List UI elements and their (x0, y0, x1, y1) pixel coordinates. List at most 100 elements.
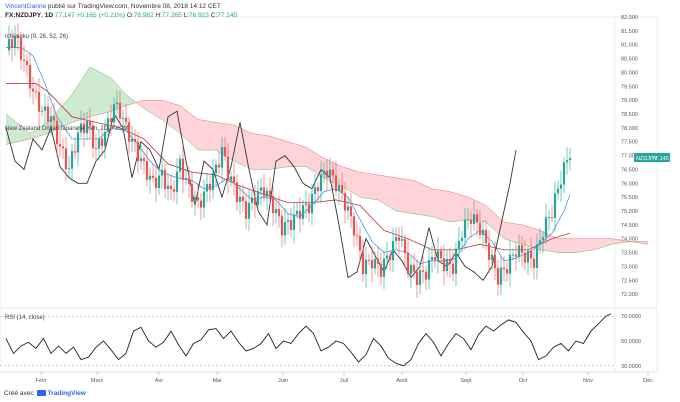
cloud-segment (423, 184, 427, 216)
symbol-line: FX:NZDJPY, 1D 77.147 +0.165 (+0.21%) O:7… (5, 12, 238, 19)
cloud-segment (78, 80, 82, 121)
price-tick-label: 72.500 (621, 278, 638, 284)
cloud-segment (237, 126, 241, 164)
candle-body (517, 245, 521, 257)
cloud-segment (603, 238, 607, 248)
candle-body (358, 235, 362, 251)
cloud-segment (102, 73, 106, 114)
cloud-segment (90, 66, 94, 117)
cloud-segment (153, 100, 157, 116)
time-tick-label: Déc (643, 378, 653, 384)
candle-body (343, 193, 347, 211)
indicator-title: Ichimoku (9, 26, 52, 26) (5, 34, 68, 40)
cloud-segment (162, 100, 166, 122)
candle-body (556, 188, 560, 194)
candle-body (97, 138, 101, 149)
cloud-segment (552, 235, 556, 253)
candle-body (100, 138, 104, 147)
cloud-segment (396, 177, 400, 212)
candle-body (391, 240, 395, 261)
cloud-segment (465, 196, 469, 220)
cloud-segment (519, 224, 523, 245)
candle-body (46, 106, 50, 122)
candle-body (475, 214, 479, 223)
candle-body (7, 38, 11, 51)
cloud-segment (267, 135, 271, 170)
cloud-segment (510, 223, 514, 242)
cloud-segment (528, 226, 532, 248)
candle-body (430, 257, 434, 260)
cloud-segment (447, 191, 451, 223)
cloud-segment (228, 124, 232, 160)
time-axis: Févr Mars Avr Mai Juin Juil Août Sept Oct Nov Déc (36, 372, 653, 384)
low-value: 76.923 (189, 12, 209, 19)
candle-body (397, 237, 401, 241)
symbol: FX:NZDJPY (5, 12, 42, 19)
high-value: 77.265 (161, 12, 182, 19)
cloud-segment (297, 144, 301, 167)
rsi-tick-label: 30.0000 (621, 364, 641, 370)
cloud-segment (93, 68, 97, 116)
candle-body (199, 200, 203, 208)
cloud-segment (498, 216, 502, 236)
candle-body (112, 104, 116, 123)
candle-body (181, 158, 185, 180)
price-tick-label: 80.500 (621, 57, 638, 63)
candle-body (274, 209, 278, 214)
candles (7, 23, 572, 299)
candle-body (346, 206, 350, 211)
cloud-segment (384, 175, 388, 206)
candle-body (373, 258, 377, 269)
cloud-segment (351, 169, 355, 194)
cloud-segment (459, 194, 463, 221)
cloud-segment (381, 175, 385, 204)
cloud-segment (240, 127, 244, 166)
cloud-segment (159, 100, 163, 120)
candle-body (214, 164, 218, 173)
candle-body (157, 175, 161, 189)
candle-body (490, 254, 494, 260)
publish-text: publié sur TradingView.com, Novembre 08,… (47, 3, 221, 10)
cloud-segment (87, 66, 91, 118)
rsi-pane (0, 307, 658, 373)
close-value: 77.145 (217, 12, 238, 19)
candle-body (406, 253, 410, 274)
chart-title: New Zealand Dollar/Japanese Yen, 1D, FXC… (5, 126, 128, 132)
cloud-segment (261, 134, 265, 170)
cloud-segment (204, 120, 208, 151)
cloud-segment (156, 100, 160, 118)
cloud-segment (600, 238, 604, 248)
candle-body (52, 116, 56, 121)
candle-body (562, 162, 566, 185)
cloud-segment (279, 138, 283, 169)
candle-body (139, 158, 143, 162)
candle-body (313, 187, 317, 194)
cloud-segment (345, 167, 349, 190)
candle-body (451, 263, 455, 274)
candle-body (466, 219, 470, 221)
candle-body (40, 110, 44, 112)
candle-body (160, 169, 164, 176)
candle-body (196, 197, 200, 201)
candle-body (325, 170, 329, 178)
cloud-segment (609, 238, 613, 246)
price-tick-label: 76.500 (621, 167, 638, 173)
candle-body (103, 131, 107, 147)
cloud-segment (300, 145, 304, 167)
candle-body (433, 257, 437, 261)
cloud-segment (513, 223, 517, 243)
price-tick-label: 75.000 (621, 209, 638, 215)
candle-body (262, 187, 266, 197)
candle-body (34, 91, 38, 93)
tradingview-brand[interactable]: TradingView (47, 390, 86, 397)
cloud-segment (309, 149, 313, 171)
cloud-segment (30, 131, 34, 139)
cloud-segment (72, 89, 76, 123)
candle-body (244, 201, 248, 219)
cloud-segment (621, 240, 625, 243)
price-tick-label: 80.000 (621, 70, 638, 76)
price-tick-label: 81.500 (621, 29, 638, 35)
author-link[interactable]: VincentGanne (5, 3, 47, 10)
cloud-segment (264, 135, 268, 170)
time-tick-label: Nov (583, 378, 593, 384)
